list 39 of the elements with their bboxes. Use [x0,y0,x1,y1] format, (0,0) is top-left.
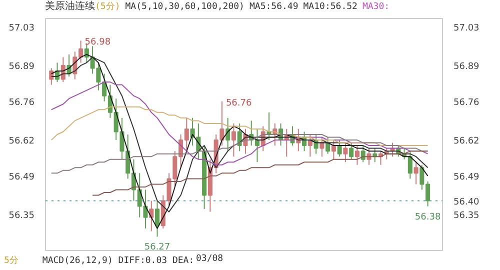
text: (5分) [95,2,120,12]
candlestick [331,140,336,160]
y-tick-label: 56.49 [8,172,35,182]
y-tick-label: 56.62 [8,136,34,147]
candlestick [337,140,342,158]
y2-tick-label: 56.62 [454,136,480,147]
candlestick [49,68,54,86]
chart-title: 美原油连续 [45,1,95,12]
text: MA5:56.49 [249,2,298,12]
candlestick [154,200,160,238]
y-tick-label: 56.76 [8,98,35,108]
y2-tick-label: 57.03 [454,23,480,34]
y2-tick-label: 56.49 [454,172,480,182]
candlestick [231,122,236,158]
ref-line-label: 56.40 [454,197,480,208]
candlestick [354,145,360,166]
text: 56.38 [414,212,441,222]
candlestick [237,122,242,152]
y-tick-label: 56.35 [8,211,34,222]
text: MA10:56.52 [303,2,358,12]
text: 56.98 [84,38,111,48]
candlestick [349,142,354,160]
text: MA30: [362,2,390,12]
candlestick [414,162,418,185]
text: 56.27 [144,242,170,253]
line-series [50,82,428,166]
text: 03/08 [196,253,224,266]
y-tick-label: 56.89 [8,62,35,72]
y2-tick-label: 56.35 [454,211,480,222]
text: 56.76 [226,98,252,108]
text: MA(5,10,30,60,100,200) [125,2,244,12]
candlestick [360,145,366,163]
y2-tick-label: 56.89 [454,62,480,72]
candlestick [343,142,348,163]
y-tick-label: 57.03 [8,23,34,34]
y2-tick-label: 56.76 [454,98,480,108]
text: MACD(26,12,9) DIFF:0.03 DEA: [42,256,194,266]
text: 5分 [4,256,18,266]
candlestick [408,150,412,180]
